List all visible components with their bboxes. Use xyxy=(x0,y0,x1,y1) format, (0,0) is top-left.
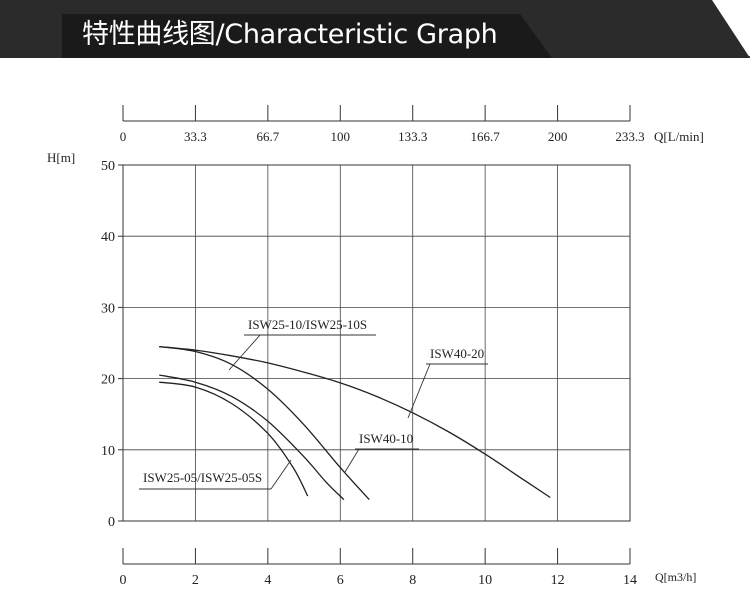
x-axis-label: Q[m3/h] xyxy=(655,570,696,584)
series-curve xyxy=(159,345,370,501)
callout-leader xyxy=(270,459,292,490)
top-axis-tick-label: 166.7 xyxy=(471,129,501,144)
header-title: 特性曲线图/Characteristic Graph xyxy=(82,19,498,50)
x-tick-label: 6 xyxy=(337,573,344,588)
y-tick-label: 10 xyxy=(101,444,115,459)
top-axis-label: Q[L/min] xyxy=(654,129,704,144)
x-tick-label: 10 xyxy=(478,573,492,588)
x-tick-label: 4 xyxy=(264,573,271,588)
x-tick-label: 8 xyxy=(409,573,416,588)
top-axis-tick-label: 233.3 xyxy=(615,129,644,144)
y-tick-label: 50 xyxy=(101,159,115,174)
x-tick-label: 12 xyxy=(551,573,565,588)
header-banner xyxy=(0,0,750,58)
top-axis-tick-label: 0 xyxy=(120,129,127,144)
top-axis-tick-label: 200 xyxy=(548,129,568,144)
y-axis-label: H[m] xyxy=(47,150,75,165)
series-curve xyxy=(159,381,309,497)
series-label: ISW25-10/ISW25-10S xyxy=(248,317,367,332)
series-label: ISW40-20 xyxy=(430,346,484,361)
series-curve xyxy=(159,374,345,501)
x-tick-label: 0 xyxy=(120,573,127,588)
top-axis-tick-label: 33.3 xyxy=(184,129,207,144)
series-curve xyxy=(159,345,551,499)
y-tick-label: 20 xyxy=(101,373,115,388)
callout-leader xyxy=(344,448,360,473)
plot-frame xyxy=(122,164,631,522)
series-label: ISW40-10 xyxy=(359,431,413,446)
x-tick-label: 2 xyxy=(192,573,199,588)
y-tick-label: 40 xyxy=(101,230,115,245)
top-axis-tick-label: 100 xyxy=(331,129,351,144)
header-title-bar xyxy=(62,14,552,58)
y-tick-label: 0 xyxy=(108,515,115,530)
top-axis-tick-label: 66.7 xyxy=(256,129,279,144)
series-label: ISW25-05/ISW25-05S xyxy=(143,470,262,485)
callout-leader xyxy=(228,334,261,371)
callout-leader xyxy=(407,363,431,419)
x-tick-label: 14 xyxy=(623,573,637,588)
top-axis-tick-label: 133.3 xyxy=(398,129,427,144)
y-tick-label: 30 xyxy=(101,301,115,316)
